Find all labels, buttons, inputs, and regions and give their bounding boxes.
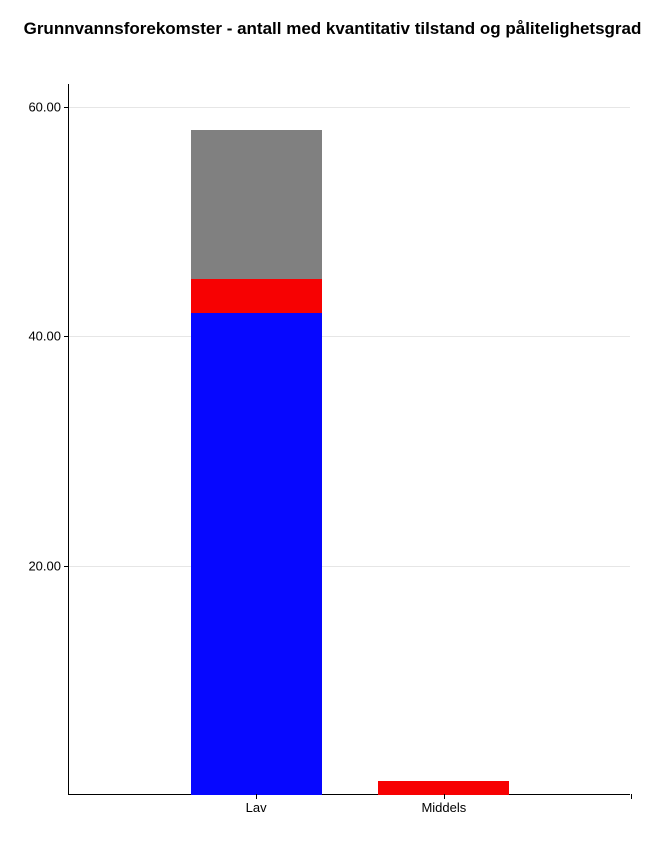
grid-line	[69, 566, 630, 567]
y-tick-mark	[64, 336, 69, 337]
y-tick-label: 60.00	[28, 99, 61, 114]
bar-segment	[191, 279, 322, 313]
x-tick-label: Middels	[421, 800, 466, 815]
y-tick-label: 20.00	[28, 558, 61, 573]
y-tick-label: 40.00	[28, 329, 61, 344]
grid-line	[69, 107, 630, 108]
x-tick-mark	[444, 794, 445, 799]
chart-container: Grunnvannsforekomster - antall med kvant…	[0, 0, 665, 853]
x-tick-mark	[256, 794, 257, 799]
bar-segment	[191, 130, 322, 279]
plot-area: 20.0040.0060.00LavMiddels	[68, 84, 630, 795]
y-tick-mark	[64, 566, 69, 567]
bar-segment	[191, 313, 322, 795]
y-tick-mark	[64, 107, 69, 108]
chart-title: Grunnvannsforekomster - antall med kvant…	[0, 18, 665, 39]
x-tick-mark	[631, 794, 632, 799]
x-tick-label: Lav	[246, 800, 267, 815]
grid-line	[69, 336, 630, 337]
bar-segment	[378, 781, 509, 795]
